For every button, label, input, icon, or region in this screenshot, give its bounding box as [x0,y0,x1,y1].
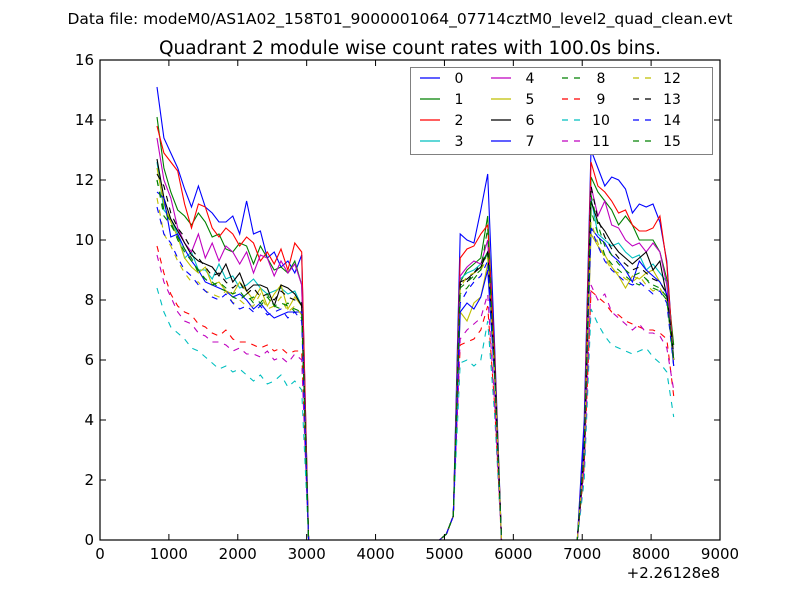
y-tick-label: 6 [84,351,94,369]
ticks-layer: 0 1000 2000 3000 4000 5000 6000 7000 8000 9000 0 2 4… [75,51,739,563]
x-tick-label: 3000 [288,545,326,563]
legend-label: 13 [663,92,681,108]
legend-item-6: 6 [491,113,535,129]
series-layer [156,86,675,541]
legend-label: 9 [597,92,606,108]
x-tick-label: 4000 [356,545,394,563]
y-tick-label: 8 [84,291,94,309]
legend-label: 5 [526,92,535,108]
x-offset-label: +2.26128e8 [627,564,720,582]
series-line-9 [156,245,675,541]
legend-item-15: 15 [633,134,681,150]
legend-label: 7 [526,134,535,150]
series-line-8 [156,179,675,541]
legend-item-2: 2 [420,113,463,129]
legend-item-8: 8 [562,71,605,87]
chart-title: Quadrant 2 module wise count rates with … [159,38,661,59]
legend-label: 3 [455,134,464,150]
legend-label: 6 [526,113,535,129]
legend-label: 2 [455,113,464,129]
x-tick-label: 2000 [219,545,257,563]
chart-suptitle: Data file: modeM0/AS1A02_158T01_90000010… [67,10,732,29]
legend-item-7: 7 [491,134,534,150]
legend-label: 1 [455,92,464,108]
y-tick-label: 4 [84,411,94,429]
legend-item-0: 0 [420,71,463,87]
legend-item-9: 9 [562,92,605,108]
x-tick-label: 9000 [701,545,739,563]
legend-item-1: 1 [420,92,463,108]
legend-item-11: 11 [562,134,610,150]
legend-item-10: 10 [562,113,610,129]
x-tick-label: 6000 [494,545,532,563]
legend-label: 15 [663,134,681,150]
plot-frame [99,59,721,541]
y-tick-label: 12 [75,171,94,189]
legend-item-3: 3 [420,134,463,150]
legend-item-13: 13 [633,92,681,108]
series-line-14 [156,206,675,541]
legend-item-4: 4 [491,71,535,87]
legend-item-5: 5 [491,92,534,108]
y-tick-label: 10 [75,231,94,249]
legend-item-14: 14 [633,113,681,129]
y-tick-label: 14 [75,111,94,129]
x-tick-label: 5000 [425,545,463,563]
legend-label: 12 [663,71,681,87]
legend-box [410,67,713,155]
y-tick-label: 0 [84,531,94,549]
x-tick-label: 1000 [150,545,188,563]
x-tick-label: 7000 [563,545,601,563]
legend-item-12: 12 [633,71,681,87]
legend-label: 14 [663,113,681,129]
legend-label: 8 [597,71,606,87]
legend-label: 4 [526,71,535,87]
x-tick-label: 0 [95,545,105,563]
y-tick-label: 16 [75,51,94,69]
series-line-15 [156,179,675,541]
legend-label: 11 [592,134,610,150]
legend-label: 10 [592,113,610,129]
x-tick-label: 8000 [632,545,670,563]
y-tick-label: 2 [84,471,94,489]
legend-label: 0 [455,71,464,87]
